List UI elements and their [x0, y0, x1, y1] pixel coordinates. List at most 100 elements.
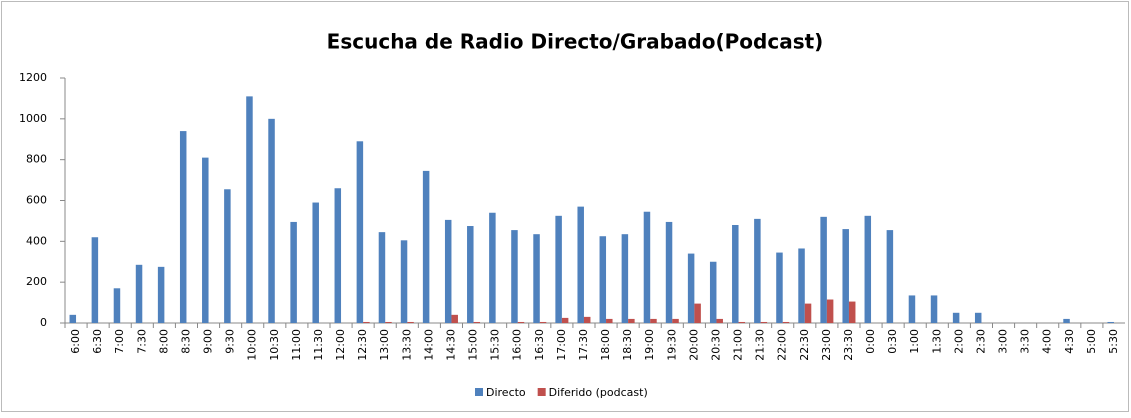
- bar: [1063, 318, 1070, 323]
- x-tick-label: 7:00: [113, 329, 126, 354]
- bar: [555, 215, 562, 323]
- bar: [334, 188, 342, 323]
- x-tick-label: 23:00: [820, 329, 833, 361]
- x-tick-label: 18:30: [621, 329, 634, 361]
- x-tick-label: 17:30: [577, 329, 590, 361]
- bar: [886, 230, 894, 323]
- x-tick-label: 15:30: [489, 329, 502, 361]
- x-tick-label: 16:00: [511, 329, 524, 361]
- x-tick-label: 10:30: [268, 329, 281, 361]
- bar: [517, 321, 525, 323]
- bar: [974, 312, 982, 323]
- bar: [268, 118, 275, 323]
- x-tick-label: 19:30: [665, 329, 678, 361]
- x-tick-label: 13:00: [378, 329, 391, 361]
- legend-label: Directo: [486, 386, 526, 399]
- y-tick-label: 800: [26, 153, 47, 166]
- bar: [561, 317, 569, 323]
- bar: [1107, 321, 1114, 323]
- bar: [826, 299, 834, 323]
- y-tick-label: 400: [26, 234, 47, 247]
- bar: [577, 206, 584, 323]
- bar: [848, 301, 856, 323]
- x-tick-label: 12:00: [334, 329, 347, 361]
- bar: [135, 264, 143, 323]
- y-tick-label: 1000: [19, 112, 47, 125]
- bar: [113, 288, 121, 323]
- x-tick-label: 20:30: [709, 329, 722, 361]
- x-tick-label: 7:30: [135, 329, 148, 354]
- bar: [782, 321, 790, 323]
- chart-title: Escucha de Radio Directo/Grabado(Podcast…: [327, 30, 824, 54]
- bar: [643, 211, 651, 323]
- x-tick-label: 1:30: [930, 329, 943, 354]
- x-tick-label: 8:30: [179, 329, 192, 354]
- bar: [583, 316, 591, 323]
- x-tick-label: 4:00: [1041, 329, 1054, 354]
- bar: [606, 318, 613, 323]
- bar: [650, 318, 657, 323]
- bar: [378, 232, 386, 323]
- x-tick-label: 3:00: [997, 329, 1010, 354]
- legend-label: Diferido (podcast): [549, 386, 648, 399]
- bar: [738, 321, 746, 323]
- bar: [952, 312, 960, 323]
- x-tick-label: 18:00: [599, 329, 612, 361]
- x-tick-label: 0:30: [886, 329, 899, 354]
- y-tick-label: 600: [26, 194, 47, 207]
- bar: [473, 321, 481, 323]
- x-tick-label: 5:00: [1085, 329, 1098, 354]
- bar: [694, 303, 701, 323]
- legend-swatch: [537, 388, 546, 396]
- x-tick-label: 9:00: [202, 329, 215, 354]
- x-tick-label: 22:00: [776, 329, 789, 361]
- bar: [407, 321, 414, 323]
- x-tick-label: 15:00: [467, 329, 480, 361]
- x-tick-label: 4:30: [1063, 329, 1076, 354]
- x-tick-label: 14:00: [422, 329, 435, 361]
- x-tick-label: 10:00: [246, 329, 259, 361]
- x-tick-label: 23:30: [842, 329, 855, 361]
- legend-swatch: [475, 388, 483, 396]
- x-tick-label: 2:00: [952, 329, 965, 354]
- y-tick-label: 200: [26, 275, 47, 288]
- bar: [842, 229, 849, 323]
- x-tick-label: 20:00: [687, 329, 700, 361]
- bar: [760, 321, 768, 323]
- x-tick-label: 12:30: [356, 329, 369, 361]
- bar: [69, 314, 77, 323]
- bar: [179, 131, 187, 323]
- x-tick-label: 5:30: [1107, 329, 1120, 354]
- x-tick-label: 21:00: [732, 329, 745, 361]
- bar: [732, 225, 739, 323]
- x-tick-label: 6:00: [69, 329, 82, 354]
- bar: [422, 170, 430, 323]
- y-tick-label: 1200: [19, 71, 47, 84]
- bar: [400, 240, 408, 323]
- bar: [356, 141, 364, 323]
- bar: [157, 266, 165, 323]
- bar: [709, 261, 717, 323]
- bar: [672, 318, 679, 323]
- bar: [202, 157, 209, 323]
- bar: [820, 216, 827, 323]
- x-tick-label: 13:30: [400, 329, 413, 361]
- bar: [864, 215, 872, 323]
- x-tick-label: 11:00: [290, 329, 303, 361]
- bar: [489, 212, 496, 323]
- bar: [467, 226, 474, 323]
- bar: [930, 295, 938, 323]
- x-tick-label: 19:00: [643, 329, 656, 361]
- x-tick-label: 0:00: [864, 329, 877, 354]
- bar: [687, 253, 695, 323]
- x-tick-label: 2:30: [974, 329, 987, 354]
- bar: [511, 230, 518, 323]
- bar: [754, 218, 761, 323]
- bar: [599, 236, 607, 323]
- bar: [444, 219, 452, 323]
- y-tick-label: 0: [40, 316, 47, 329]
- x-tick-label: 11:30: [312, 329, 325, 361]
